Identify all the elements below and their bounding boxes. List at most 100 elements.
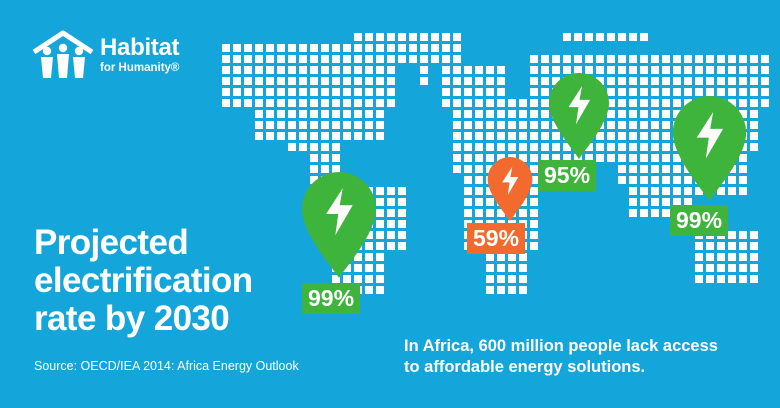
map-dot bbox=[618, 33, 626, 41]
map-dot bbox=[475, 143, 483, 151]
map-dot bbox=[464, 77, 472, 85]
map-dot bbox=[365, 132, 373, 140]
map-dot bbox=[299, 110, 307, 118]
habitat-logo: Habitat for Humanity® bbox=[32, 30, 180, 80]
map-dot bbox=[618, 110, 626, 118]
map-dot bbox=[739, 66, 747, 74]
map-dot bbox=[519, 99, 527, 107]
map-dot bbox=[728, 88, 736, 96]
map-dot bbox=[530, 110, 538, 118]
map-dot bbox=[497, 275, 505, 283]
map-dot bbox=[519, 209, 527, 217]
map-dot bbox=[508, 264, 516, 272]
map-dot bbox=[530, 198, 538, 206]
map-dot bbox=[321, 143, 329, 151]
map-dot bbox=[761, 77, 769, 85]
map-dot bbox=[387, 220, 395, 228]
map-dot bbox=[739, 242, 747, 250]
map-dot bbox=[464, 110, 472, 118]
map-dot bbox=[233, 77, 241, 85]
note-line-1: In Africa, 600 million people lack acces… bbox=[404, 337, 718, 355]
map-dot bbox=[398, 55, 406, 63]
map-dot bbox=[530, 154, 538, 162]
map-dot bbox=[486, 187, 494, 195]
map-dot bbox=[332, 88, 340, 96]
map-dot bbox=[365, 286, 373, 294]
map-dot bbox=[266, 44, 274, 52]
map-dot bbox=[343, 121, 351, 129]
map-dot bbox=[310, 99, 318, 107]
map-dot bbox=[684, 187, 692, 195]
map-dot bbox=[310, 121, 318, 129]
map-dot bbox=[684, 176, 692, 184]
map-dot bbox=[376, 99, 384, 107]
map-dot bbox=[530, 176, 538, 184]
map-dot bbox=[387, 187, 395, 195]
map-dot bbox=[706, 275, 714, 283]
map-dot bbox=[321, 154, 329, 162]
map-dot bbox=[354, 44, 362, 52]
map-dot bbox=[651, 121, 659, 129]
map-dot bbox=[398, 198, 406, 206]
map-dot bbox=[717, 275, 725, 283]
map-dot bbox=[420, 44, 428, 52]
map-dot bbox=[629, 132, 637, 140]
map-dot bbox=[629, 198, 637, 206]
map-dot bbox=[332, 77, 340, 85]
map-dot bbox=[662, 187, 670, 195]
map-dot bbox=[662, 99, 670, 107]
map-dot bbox=[739, 77, 747, 85]
map-dot bbox=[497, 121, 505, 129]
map-dot bbox=[662, 209, 670, 217]
map-dot bbox=[596, 55, 604, 63]
map-dot bbox=[222, 99, 230, 107]
map-dot bbox=[420, 33, 428, 41]
map-dot bbox=[585, 33, 593, 41]
map-dot bbox=[728, 264, 736, 272]
map-dot bbox=[299, 55, 307, 63]
map-dot bbox=[332, 99, 340, 107]
map-dot bbox=[475, 88, 483, 96]
map-dot bbox=[255, 99, 263, 107]
map-dot bbox=[618, 154, 626, 162]
map-dot bbox=[387, 88, 395, 96]
map-dot bbox=[288, 121, 296, 129]
map-dot bbox=[739, 165, 747, 173]
map-dot bbox=[277, 88, 285, 96]
map-dot bbox=[695, 242, 703, 250]
map-dot bbox=[255, 44, 263, 52]
map-dot bbox=[222, 44, 230, 52]
map-dot bbox=[310, 88, 318, 96]
map-dot bbox=[310, 44, 318, 52]
map-dot bbox=[321, 165, 329, 173]
map-dot bbox=[464, 143, 472, 151]
map-dot bbox=[321, 66, 329, 74]
map-dot bbox=[530, 165, 538, 173]
map-dot bbox=[475, 132, 483, 140]
map-dot bbox=[497, 209, 505, 217]
map-dot bbox=[486, 132, 494, 140]
map-dot bbox=[640, 143, 648, 151]
map-dot bbox=[497, 253, 505, 261]
map-dot bbox=[288, 55, 296, 63]
map-dot bbox=[376, 264, 384, 272]
map-dot bbox=[365, 33, 373, 41]
map-dot bbox=[739, 264, 747, 272]
map-dot bbox=[475, 99, 483, 107]
source-citation: Source: OECD/IEA 2014: Africa Energy Out… bbox=[34, 359, 299, 373]
map-dot bbox=[244, 77, 252, 85]
map-dot bbox=[618, 66, 626, 74]
map-dot bbox=[739, 253, 747, 261]
map-dot bbox=[486, 88, 494, 96]
map-dot bbox=[607, 77, 615, 85]
map-dot bbox=[530, 66, 538, 74]
map-dot bbox=[244, 55, 252, 63]
map-dot bbox=[255, 88, 263, 96]
map-dot bbox=[310, 66, 318, 74]
map-dot bbox=[629, 154, 637, 162]
map-dot bbox=[563, 33, 571, 41]
map-dot bbox=[651, 176, 659, 184]
map-dot bbox=[299, 66, 307, 74]
map-dot bbox=[486, 99, 494, 107]
map-dot bbox=[530, 99, 538, 107]
